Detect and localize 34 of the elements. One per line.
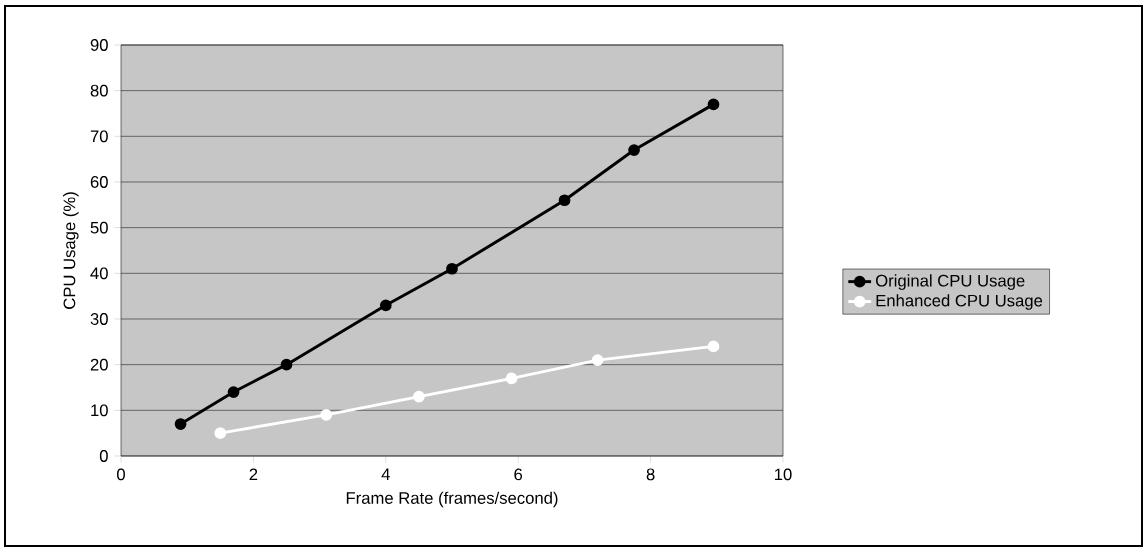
y-tick-label: 10: [91, 404, 108, 417]
point: [174, 418, 187, 430]
y-tick-label: 90: [90, 39, 108, 51]
point: [558, 194, 571, 207]
legend-label: Enhanced CPU Usage: [876, 294, 1043, 310]
y-tick-label: 40: [90, 267, 108, 280]
x-tick-label: 6: [514, 468, 523, 481]
point: [446, 262, 458, 275]
point: [591, 354, 604, 366]
y-tick-label: 50: [90, 221, 108, 234]
y-tick-label: 0: [99, 450, 108, 462]
point: [505, 372, 518, 385]
y-axis-title: CPU Usage (%): [63, 192, 79, 309]
point: [379, 299, 392, 312]
y-tick-label: 80: [90, 84, 108, 97]
point: [413, 390, 425, 403]
point: [707, 340, 720, 353]
point: [628, 144, 640, 156]
legend-label: Original CPU Usage: [876, 274, 1025, 290]
point: [280, 358, 293, 371]
x-tick-label: 8: [646, 468, 655, 481]
point: [707, 98, 720, 111]
x-tick-label: 10: [775, 468, 792, 481]
y-tick-label: 60: [90, 176, 108, 188]
point: [227, 386, 240, 398]
point: [214, 427, 227, 440]
point: [320, 409, 333, 421]
y-tick-label: 70: [90, 130, 108, 143]
y-tick-label: 20: [90, 358, 108, 371]
x-tick-label: 2: [249, 468, 258, 481]
y-tick-label: 30: [90, 313, 108, 325]
x-axis-title: Frame Rate (frames/second): [346, 491, 558, 508]
x-tick-label: 4: [381, 468, 390, 480]
x-tick-label: 0: [117, 468, 125, 481]
